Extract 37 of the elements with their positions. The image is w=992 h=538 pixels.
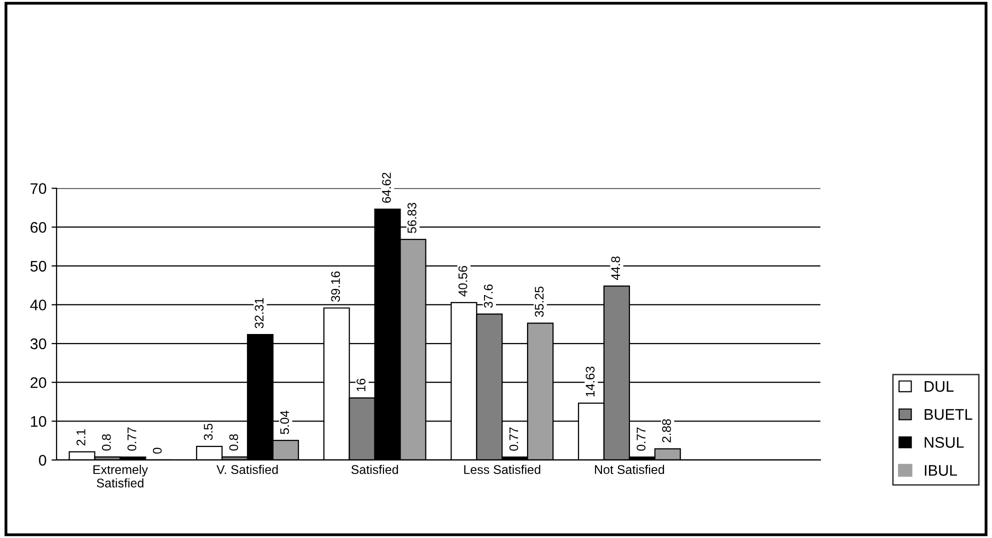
legend-label: IBUL bbox=[924, 465, 957, 476]
data-label: 3.5 bbox=[204, 424, 213, 440]
x-tick-label: Extremely Satisfied bbox=[93, 464, 148, 488]
data-label: 64.62 bbox=[382, 172, 391, 203]
data-label: 0 bbox=[152, 448, 162, 454]
y-tick-label: 10 bbox=[30, 416, 46, 427]
data-label: 32.31 bbox=[254, 298, 264, 328]
data-label: 39.16 bbox=[331, 271, 340, 302]
data-label: 37.6 bbox=[484, 284, 493, 308]
data-label: 44.8 bbox=[611, 256, 620, 280]
data-label: 5.04 bbox=[280, 410, 290, 434]
data-label: 2.1 bbox=[76, 429, 86, 446]
data-label: 14.63 bbox=[586, 366, 595, 396]
y-tick-label: 40 bbox=[30, 300, 46, 310]
y-tick-label: 50 bbox=[30, 260, 46, 272]
y-tick-label: 60 bbox=[30, 222, 46, 233]
data-label: 56.83 bbox=[408, 202, 416, 234]
data-label: 35.25 bbox=[534, 286, 544, 317]
y-tick-label: 30 bbox=[30, 338, 46, 350]
data-label: 40.56 bbox=[458, 266, 468, 296]
x-tick-label: V. Satisfied bbox=[216, 464, 278, 474]
y-tick-label: 20 bbox=[30, 377, 46, 388]
data-label: 0.77 bbox=[509, 427, 518, 451]
data-label: 0.8 bbox=[229, 434, 238, 451]
x-tick-label: Not Satisfied bbox=[595, 464, 664, 474]
data-label: 0.8 bbox=[102, 434, 111, 451]
legend-label: BUETL bbox=[924, 409, 972, 420]
legend-label: DUL bbox=[924, 381, 954, 392]
x-tick-label: Less Satisfied bbox=[464, 464, 540, 474]
x-tick-label: Satisfied bbox=[351, 464, 398, 474]
data-label: 0.77 bbox=[127, 427, 136, 451]
y-tick-label: 70 bbox=[30, 183, 46, 194]
data-label: 16 bbox=[356, 378, 366, 392]
data-label: 2.88 bbox=[662, 419, 671, 442]
data-label: 0.77 bbox=[636, 427, 646, 451]
legend-label: NSUL bbox=[924, 437, 964, 448]
y-tick-label: 0 bbox=[38, 454, 46, 466]
